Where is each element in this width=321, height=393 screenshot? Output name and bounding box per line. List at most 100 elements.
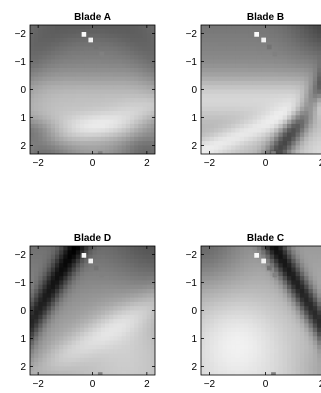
- heatmap-cell: [30, 344, 35, 350]
- heatmap-cell: [71, 336, 77, 341]
- heatmap-marker: [81, 32, 87, 37]
- heatmap-cell: [269, 319, 275, 324]
- heatmap-cell: [146, 128, 152, 133]
- heatmap-cell: [71, 55, 77, 60]
- heatmap-cell: [205, 250, 210, 255]
- heatmap-cell: [287, 55, 292, 60]
- heatmap-cell: [142, 68, 148, 73]
- heatmap-cell: [42, 327, 48, 333]
- heatmap-cell: [235, 72, 241, 77]
- heatmap-cell: [138, 267, 143, 273]
- heatmap-cell: [213, 336, 219, 341]
- heatmap-cell: [109, 29, 114, 34]
- heatmap-cell: [205, 145, 210, 151]
- heatmap-cell: [67, 366, 73, 372]
- heatmap-cell: [287, 254, 292, 260]
- heatmap-cell: [30, 132, 35, 138]
- heatmap-cell: [252, 25, 258, 30]
- heatmap-cell: [59, 250, 64, 255]
- heatmap-cell: [295, 68, 301, 73]
- heatmap-cell: [46, 258, 52, 264]
- heatmap-cell: [265, 306, 271, 311]
- heatmap-cell: [244, 314, 249, 320]
- heatmap-cell: [209, 370, 215, 375]
- heatmap-cell: [248, 250, 253, 255]
- heatmap-cell: [226, 263, 232, 268]
- heatmap-cell: [42, 267, 48, 273]
- heatmap-cell: [67, 336, 73, 341]
- heatmap-cell: [88, 25, 93, 30]
- heatmap-cell: [142, 29, 148, 34]
- heatmap-cell: [317, 42, 321, 47]
- heatmap-cell: [84, 25, 89, 30]
- heatmap-cell: [138, 115, 143, 120]
- heatmap-cell: [71, 250, 77, 255]
- heatmap-cell: [113, 344, 118, 350]
- heatmap-cell: [96, 323, 102, 329]
- heatmap-cell: [121, 132, 127, 138]
- heatmap-cell: [134, 314, 139, 320]
- heatmap-cell: [113, 254, 118, 260]
- heatmap-cell: [274, 29, 279, 34]
- heatmap-cell: [231, 319, 236, 324]
- heatmap-cell: [239, 89, 245, 95]
- heatmap-cell: [134, 280, 139, 286]
- heatmap-cell: [142, 254, 148, 260]
- heatmap-cell: [222, 115, 228, 120]
- heatmap-cell: [231, 111, 236, 116]
- heatmap-cell: [113, 89, 118, 95]
- heatmap-cell: [312, 102, 318, 108]
- heatmap-cell: [121, 25, 127, 30]
- heatmap-cell: [244, 42, 249, 47]
- heatmap-cell: [312, 340, 318, 346]
- heatmap-cell: [63, 145, 68, 151]
- heatmap-cell: [134, 336, 139, 341]
- heatmap-cell: [55, 98, 60, 103]
- heatmap-cell: [209, 136, 215, 142]
- heatmap-cell: [274, 362, 279, 367]
- heatmap-cell: [67, 267, 73, 273]
- heatmap-cell: [265, 344, 271, 350]
- heatmap-cell: [113, 102, 118, 108]
- heatmap-cell: [75, 80, 81, 86]
- heatmap-cell: [67, 50, 73, 56]
- heatmap-cell: [239, 145, 245, 151]
- heatmap-cell: [317, 254, 321, 260]
- heatmap-cell: [109, 37, 114, 43]
- heatmap-cell: [282, 106, 288, 112]
- heatmap-cell: [130, 149, 135, 154]
- heatmap-cell: [42, 59, 48, 65]
- heatmap-cell: [244, 29, 249, 34]
- heatmap-cell: [213, 267, 219, 273]
- heatmap-cell: [75, 336, 81, 341]
- heatmap-cell: [218, 280, 223, 286]
- heatmap-cell: [261, 85, 266, 90]
- heatmap-cell: [125, 314, 131, 320]
- heatmap-cell: [130, 284, 135, 290]
- heatmap-cell: [88, 357, 93, 363]
- heatmap-cell: [117, 119, 123, 125]
- heatmap-marker: [261, 37, 267, 43]
- heatmap-cell: [291, 340, 296, 346]
- heatmap-cell: [130, 33, 135, 39]
- heatmap-cell: [125, 72, 131, 77]
- heatmap-cell: [46, 314, 52, 320]
- heatmap-cell: [142, 357, 148, 363]
- heatmap-cell: [291, 63, 296, 69]
- heatmap-cell: [201, 149, 206, 154]
- heatmap-cell: [100, 132, 106, 138]
- heatmap-cell: [63, 89, 68, 95]
- heatmap-cell: [244, 306, 249, 311]
- heatmap-cell: [92, 33, 98, 39]
- heatmap-cell: [291, 25, 296, 30]
- heatmap-cell: [96, 93, 102, 99]
- heatmap-cell: [38, 280, 43, 286]
- heatmap-cell: [304, 149, 309, 154]
- heatmap-cell: [261, 55, 266, 60]
- heatmap-cell: [205, 72, 210, 77]
- heatmap-cell: [244, 132, 249, 138]
- heatmap-cell: [295, 314, 301, 320]
- heatmap-cell: [88, 145, 93, 151]
- heatmap-cell: [299, 370, 305, 375]
- heatmap-cell: [287, 366, 292, 372]
